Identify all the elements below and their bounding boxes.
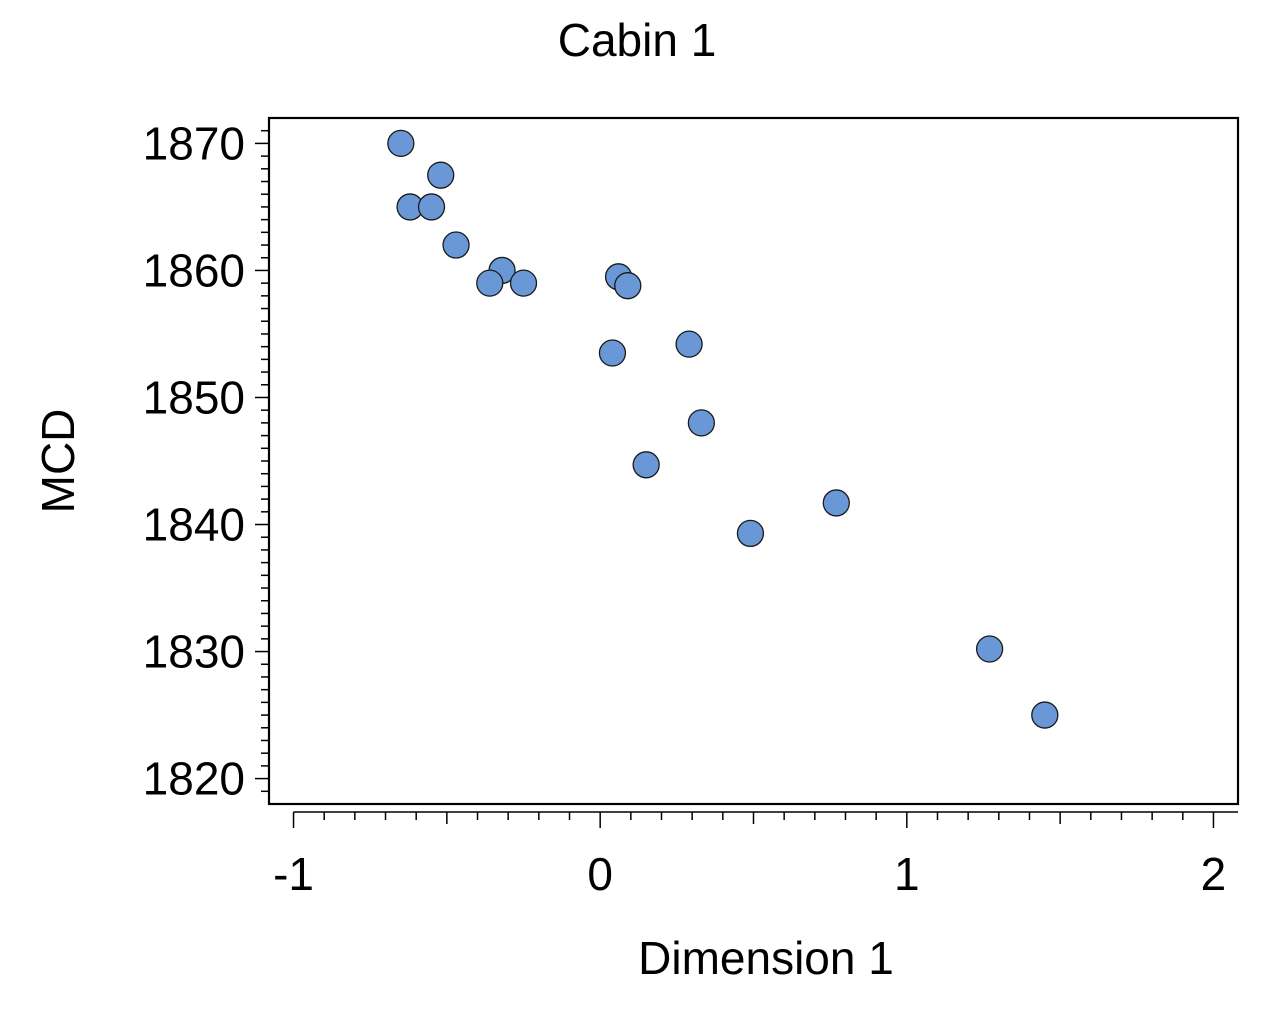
y-tick-label: 1840 bbox=[143, 499, 245, 551]
data-point bbox=[509, 269, 538, 297]
data-point bbox=[687, 409, 716, 437]
y-axis: 1820 1830 1840 1850 1860 1870 bbox=[143, 117, 270, 805]
data-point bbox=[675, 330, 703, 358]
x-axis: -1 0 1 2 bbox=[273, 811, 1238, 900]
data-point bbox=[736, 519, 765, 548]
data-point bbox=[822, 489, 850, 517]
x-axis-label: Dimension 1 bbox=[638, 932, 894, 984]
data-point bbox=[387, 129, 415, 158]
plot-frame bbox=[267, 116, 1240, 806]
x-tick-label: 2 bbox=[1201, 848, 1227, 900]
y-tick-label: 1820 bbox=[143, 753, 245, 805]
x-tick-label: -1 bbox=[273, 848, 314, 900]
y-tick-label: 1860 bbox=[143, 244, 245, 296]
y-tick-label: 1850 bbox=[143, 371, 245, 423]
data-point bbox=[442, 231, 470, 259]
data-point bbox=[614, 272, 642, 300]
data-point bbox=[632, 451, 660, 479]
data-point bbox=[476, 269, 504, 297]
y-tick-label: 1830 bbox=[143, 626, 245, 678]
x-tick-label: 0 bbox=[587, 848, 613, 900]
x-tick-label: 1 bbox=[894, 848, 920, 900]
y-axis-label: MCD bbox=[32, 409, 84, 514]
chart-title: Cabin 1 bbox=[558, 14, 717, 66]
data-point bbox=[598, 339, 627, 367]
data-point bbox=[427, 161, 455, 189]
data-point bbox=[975, 635, 1004, 663]
data-point bbox=[1031, 701, 1059, 729]
data-point bbox=[417, 193, 446, 221]
y-tick-label: 1870 bbox=[143, 117, 245, 169]
data-points bbox=[387, 129, 1059, 729]
